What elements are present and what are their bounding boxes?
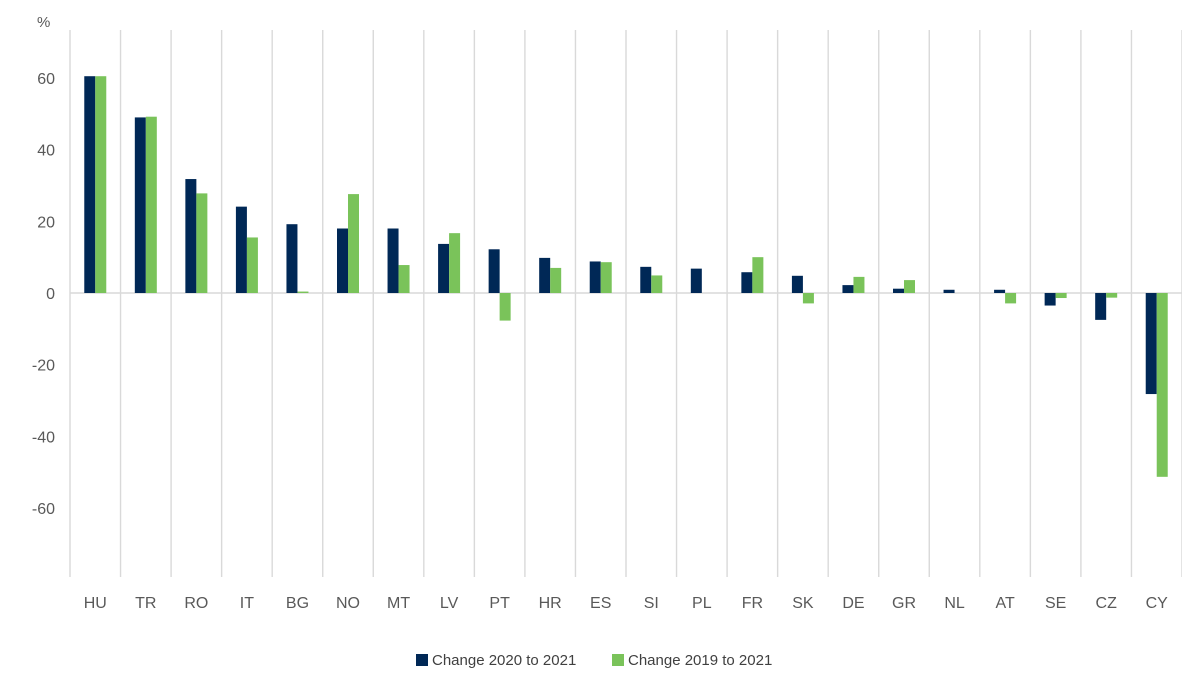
bar-cz-series-0 <box>1095 293 1107 320</box>
bar-hr-series-1 <box>550 267 562 293</box>
legend: Change 2020 to 2021 Change 2019 to 2021 <box>416 652 772 669</box>
x-tick-label-it: IT <box>240 595 254 612</box>
bar-gr-series-1 <box>904 280 915 293</box>
bar-pt-series-1 <box>499 293 511 321</box>
bar-de-series-1 <box>853 276 865 293</box>
x-tick-label-se: SE <box>1045 595 1066 612</box>
bar-fr-series-1 <box>752 257 764 293</box>
x-tick-label-gr: GR <box>892 595 916 612</box>
y-axis: % 60 40 20 0 -20 -40 -60 <box>32 14 55 518</box>
bar-sk-series-0 <box>791 275 803 293</box>
x-tick-label-hr: HR <box>539 595 562 612</box>
y-tick-label: -60 <box>32 501 55 518</box>
bar-ro-series-0 <box>185 179 197 293</box>
bar-at-series-1 <box>1005 293 1017 304</box>
bar-pt-series-0 <box>488 249 500 293</box>
x-axis: HU TR RO IT BG NO MT LV PT HR ES SI PL FR SK DE GR NL AT SE… <box>84 595 1168 612</box>
x-tick-label-lv: LV <box>440 595 459 612</box>
legend-swatch-change-2019-2021 <box>612 654 624 666</box>
bar-se-series-1 <box>1055 293 1067 299</box>
x-tick-label-hu: HU <box>84 595 107 612</box>
x-tick-label-bg: BG <box>286 595 309 612</box>
bar-tr-series-1 <box>145 116 157 293</box>
x-tick-label-si: SI <box>644 595 659 612</box>
bar-cy-series-0 <box>1145 293 1157 395</box>
bar-no-series-0 <box>337 228 348 293</box>
bar-fr-series-0 <box>741 272 753 293</box>
y-tick-label: 60 <box>37 71 55 88</box>
x-tick-label-pt: PT <box>489 595 510 612</box>
bar-lv-series-0 <box>438 243 450 293</box>
y-tick-label: -20 <box>32 358 55 375</box>
x-tick-label-sk: SK <box>792 595 814 612</box>
category-separators <box>69 30 1182 577</box>
x-tick-label-fr: FR <box>742 595 763 612</box>
y-axis-unit-label: % <box>37 14 50 31</box>
bar-si-series-0 <box>640 266 652 293</box>
bar-cy-series-1 <box>1156 293 1168 477</box>
bar-sk-series-1 <box>802 293 814 304</box>
legend-label-change-2020-2021: Change 2020 to 2021 <box>432 652 576 669</box>
bar-se-series-0 <box>1044 293 1056 306</box>
x-tick-label-es: ES <box>590 595 611 612</box>
bar-it-series-1 <box>246 237 258 293</box>
bar-hu-series-1 <box>95 76 107 293</box>
bar-hu-series-0 <box>84 76 96 293</box>
bar-tr-series-0 <box>134 117 146 294</box>
y-tick-label: 20 <box>37 214 55 231</box>
bar-si-series-1 <box>651 275 663 293</box>
y-tick-label: 0 <box>46 286 55 303</box>
y-tick-label: 40 <box>37 143 55 160</box>
bar-bg-series-0 <box>286 224 298 293</box>
x-tick-label-cy: CY <box>1146 595 1169 612</box>
x-tick-label-no: NO <box>336 595 360 612</box>
bar-bg-series-1 <box>297 291 309 293</box>
legend-swatch-change-2020-2021 <box>416 654 428 666</box>
bar-de-series-0 <box>842 285 854 293</box>
x-tick-label-pl: PL <box>692 595 712 612</box>
bar-no-series-1 <box>348 194 359 293</box>
x-tick-label-tr: TR <box>135 595 156 612</box>
bar-gr-series-0 <box>893 288 904 293</box>
legend-label-change-2019-2021: Change 2019 to 2021 <box>628 652 772 669</box>
bars <box>84 76 1168 477</box>
bar-mt-series-1 <box>398 265 410 293</box>
x-tick-label-de: DE <box>842 595 864 612</box>
bar-cz-series-1 <box>1106 293 1118 298</box>
bar-hr-series-0 <box>539 257 551 293</box>
bar-pl-series-0 <box>690 268 702 293</box>
x-tick-label-nl: NL <box>944 595 965 612</box>
bar-it-series-0 <box>235 206 247 293</box>
bar-at-series-0 <box>994 289 1006 293</box>
y-tick-label: -40 <box>32 429 55 446</box>
bar-mt-series-0 <box>387 228 399 293</box>
bar-ro-series-1 <box>196 193 208 293</box>
bar-es-series-0 <box>589 261 601 293</box>
bar-lv-series-1 <box>449 233 461 293</box>
x-tick-label-at: AT <box>995 595 1014 612</box>
x-tick-label-cz: CZ <box>1096 595 1118 612</box>
bar-es-series-1 <box>600 262 612 293</box>
x-tick-label-ro: RO <box>184 595 208 612</box>
bar-nl-series-0 <box>943 289 955 293</box>
x-tick-label-mt: MT <box>387 595 410 612</box>
